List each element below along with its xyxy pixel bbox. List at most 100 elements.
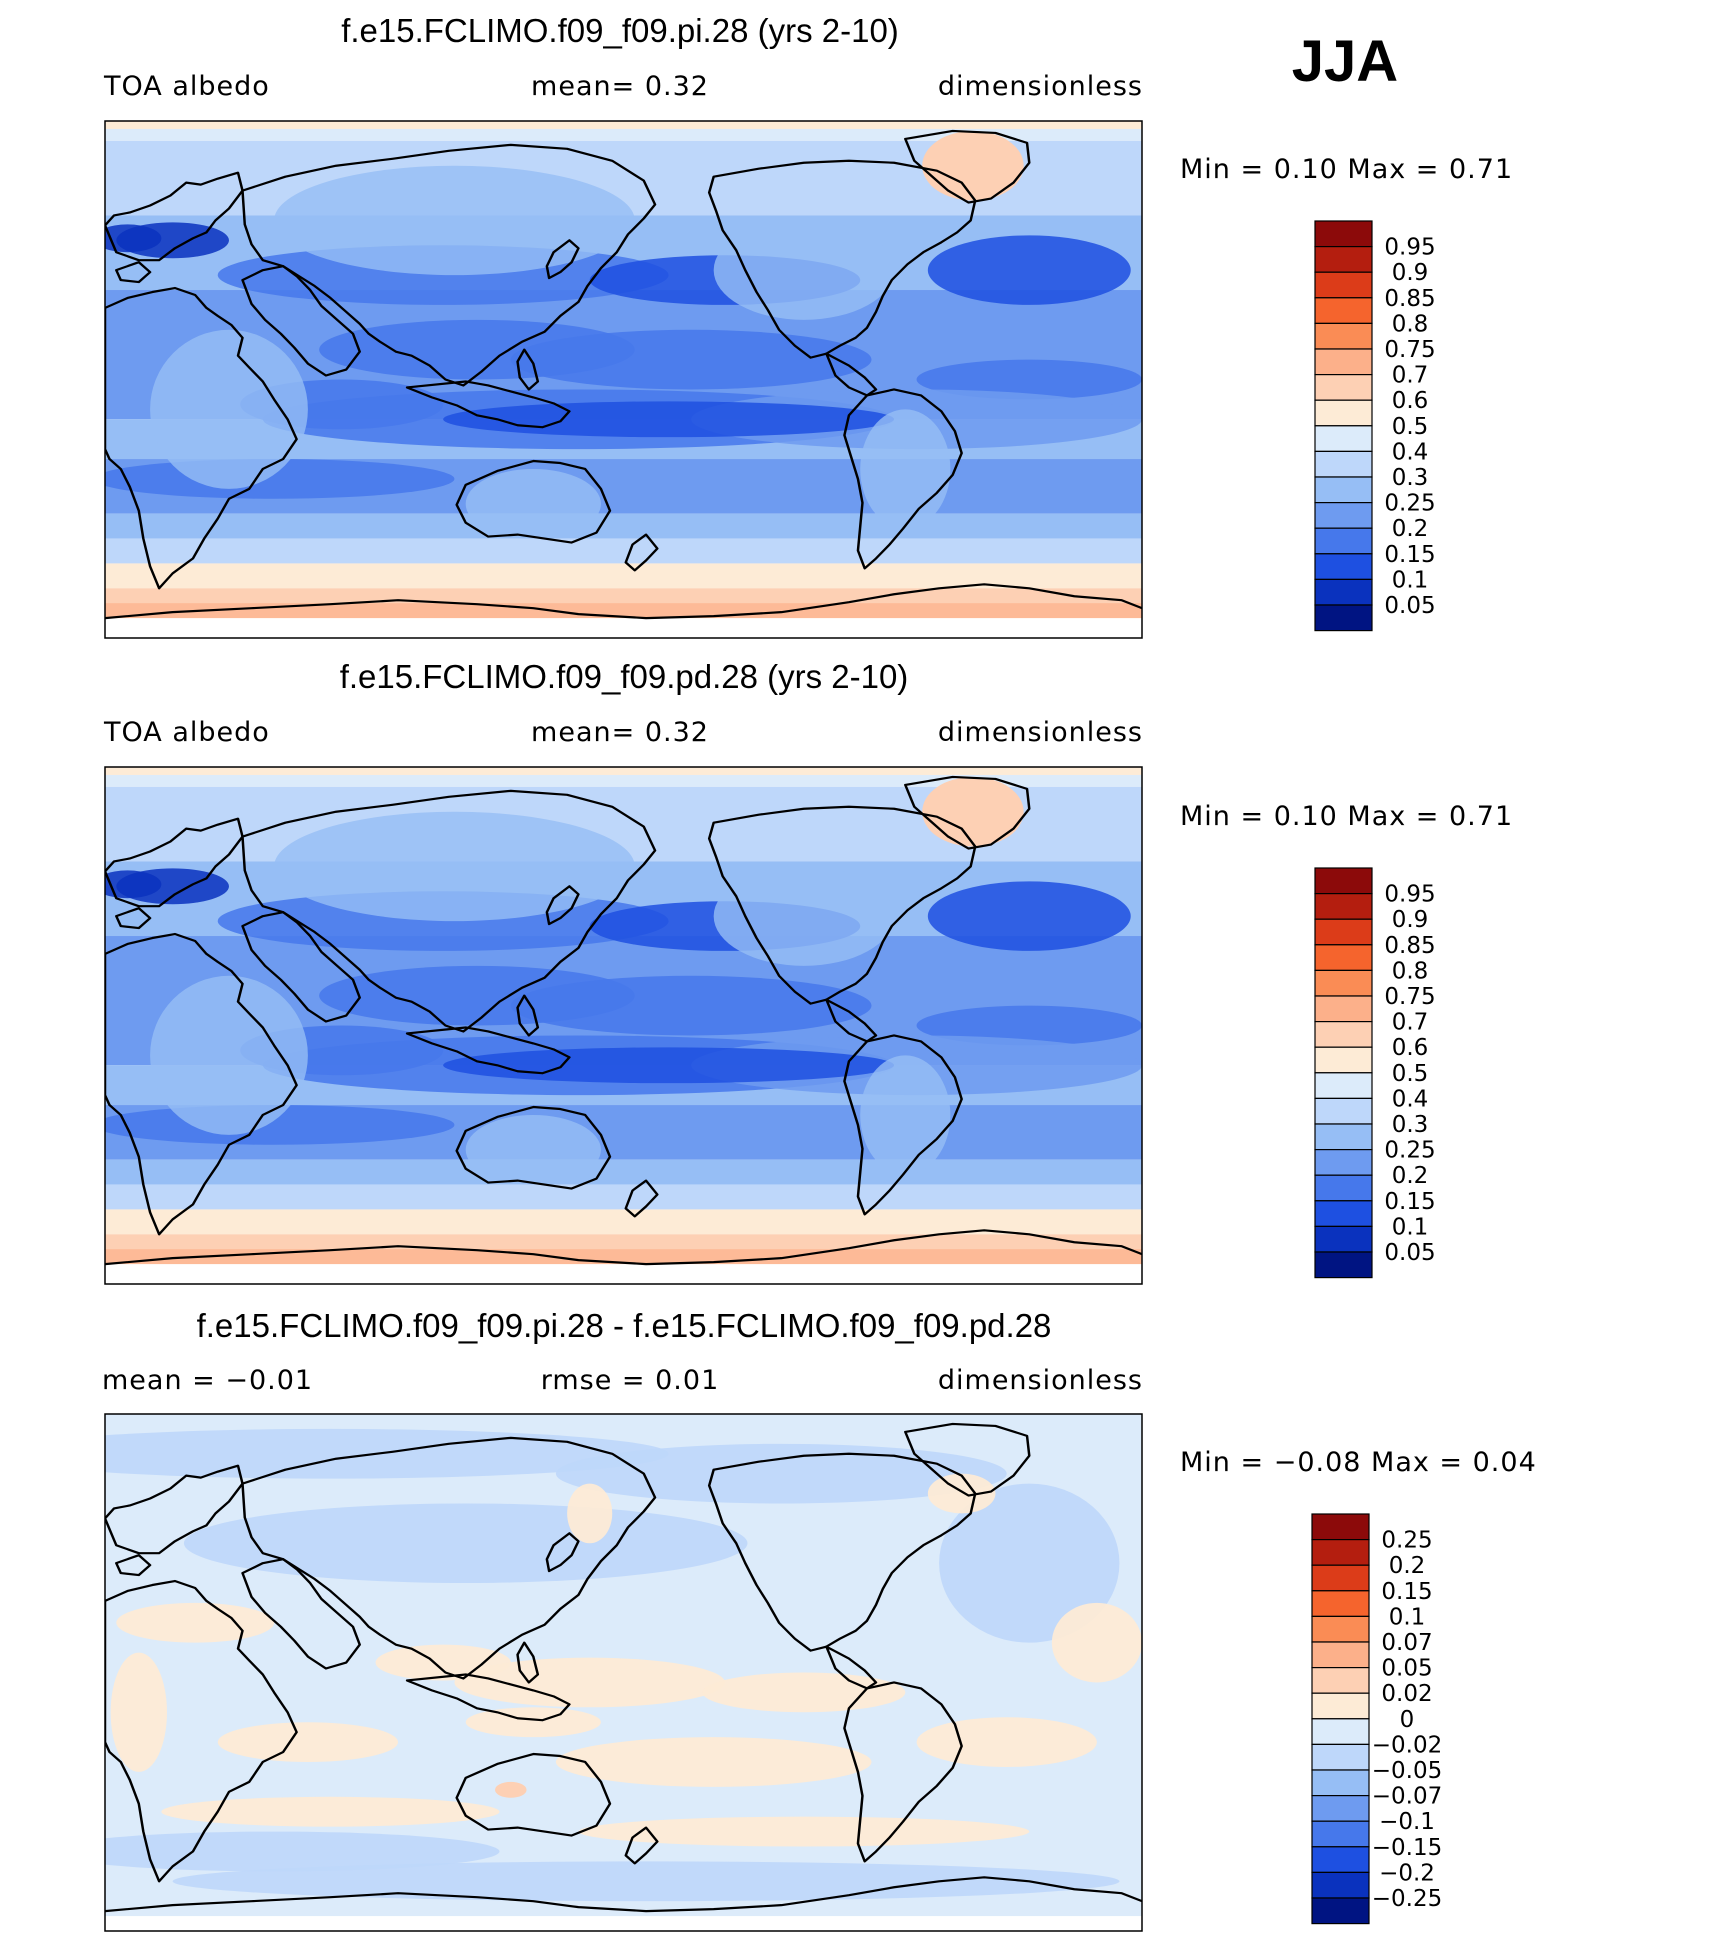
colorbar-swatch: [1314, 1046, 1373, 1074]
contour-band: [927, 235, 1131, 305]
contour-band: [105, 538, 1142, 564]
contour-band: [105, 618, 1142, 638]
difference-field: [105, 1414, 1142, 1931]
colorbar-swatch: [1314, 1225, 1373, 1253]
contour-band: [465, 468, 601, 539]
colorbar-swatch: [1314, 969, 1373, 997]
colorbar: 0.950.90.850.80.750.70.60.50.40.30.250.2…: [1314, 220, 1436, 632]
colorbar-swatch: [1314, 1251, 1373, 1279]
colorbar-tick-label: 0.8: [1392, 311, 1429, 337]
colorbar-swatch: [1314, 220, 1373, 248]
units-label: dimensionless: [938, 71, 1143, 102]
contour-band: [443, 401, 895, 438]
colorbar-swatch: [1311, 1692, 1370, 1720]
colorbar-swatch: [1314, 918, 1373, 946]
colorbar-tick-label: 0: [1400, 1707, 1415, 1733]
map-frame: [104, 1413, 1143, 1932]
colorbar-tick-label: 0.25: [1384, 491, 1435, 517]
contour-band: [150, 329, 308, 489]
contour-band: [105, 1916, 1142, 1931]
contour-band: [172, 1861, 1120, 1902]
colorbar-swatch: [1314, 1123, 1373, 1151]
colorbar-swatch: [1314, 502, 1373, 529]
colorbar-tick-label: 0.1: [1392, 567, 1429, 593]
colorbar-tick-label: 0.2: [1392, 516, 1429, 542]
colorbar-tick-label: 0.7: [1392, 1010, 1429, 1036]
colorbar-swatch: [1311, 1769, 1370, 1797]
colorbar-swatch: [1314, 893, 1373, 920]
colorbar-tick-label: 0.5: [1392, 414, 1429, 440]
colorbar-tick-label: 0.1: [1392, 1214, 1429, 1240]
albedo-field: [105, 767, 1142, 1284]
colorbar: 0.950.90.850.80.750.70.60.50.40.30.250.2…: [1314, 867, 1436, 1279]
colorbar-tick-label: −0.1: [1379, 1809, 1435, 1835]
contour-band: [105, 870, 162, 899]
panel-pi: f.e15.FCLIMO.f09_f09.pi.28 (yrs 2-10) TO…: [103, 12, 1513, 639]
panel-title: f.e15.FCLIMO.f09_f09.pi.28 - f.e15.FCLIM…: [197, 1307, 1052, 1344]
colorbar-swatch: [1314, 1072, 1373, 1100]
mean-label: mean= 0.32: [531, 717, 709, 748]
colorbar-swatch: [1311, 1795, 1370, 1822]
map-plot: [105, 121, 1142, 638]
colorbar-swatch: [1311, 1820, 1370, 1848]
panel-difference: f.e15.FCLIMO.f09_f09.pi.28 - f.e15.FCLIM…: [102, 1307, 1536, 1932]
season-label: JJA: [1292, 29, 1398, 94]
colorbar-swatch: [1311, 1667, 1370, 1694]
colorbar-swatch: [1314, 322, 1373, 350]
colorbar-tick-label: 0.07: [1381, 1630, 1432, 1656]
colorbar-swatch: [1314, 399, 1373, 427]
units-label: dimensionless: [938, 1365, 1143, 1396]
colorbar-swatch: [1314, 944, 1373, 972]
contour-band: [702, 1672, 906, 1713]
contour-band: [105, 1209, 1142, 1235]
contour-band: [105, 1831, 500, 1872]
colorbar-swatch: [1311, 1564, 1370, 1592]
colorbar-swatch: [1311, 1897, 1370, 1925]
colorbar-tick-label: 0.2: [1389, 1553, 1426, 1579]
colorbar-swatch: [1314, 1174, 1373, 1202]
panel-title: f.e15.FCLIMO.f09_f09.pi.28 (yrs 2-10): [341, 12, 899, 49]
contour-band: [578, 1816, 1030, 1847]
colorbar-tick-label: 0.05: [1381, 1656, 1432, 1682]
colorbar-tick-label: 0.2: [1392, 1163, 1429, 1189]
contour-band: [105, 563, 1142, 589]
colorbar-tick-label: 0.95: [1384, 882, 1435, 908]
map-frame: [104, 120, 1143, 639]
colorbar-swatch: [1314, 1097, 1373, 1125]
contour-band: [555, 1443, 1007, 1504]
contour-band: [510, 975, 872, 1036]
colorbar-tick-label: 0.25: [1384, 1138, 1435, 1164]
colorbar-swatch: [1314, 527, 1373, 555]
colorbar-tick-label: 0.25: [1381, 1528, 1432, 1554]
colorbar-swatch: [1311, 1513, 1370, 1541]
contour-band: [105, 121, 1142, 129]
colorbar-swatch: [1314, 374, 1373, 401]
colorbar-tick-label: 0.3: [1392, 465, 1429, 491]
contour-band: [713, 220, 895, 320]
contour-band: [105, 1249, 1142, 1265]
contour-band: [217, 1722, 399, 1762]
contour-band: [105, 224, 162, 253]
colorbar-tick-label: 0.4: [1392, 1086, 1429, 1112]
min-max-label: Min = 0.10 Max = 0.71: [1180, 154, 1513, 185]
colorbar-swatch: [1314, 553, 1373, 580]
colorbar-tick-label: 0.95: [1384, 235, 1435, 261]
colorbar-tick-label: 0.05: [1384, 1240, 1435, 1266]
albedo-field: [105, 121, 1142, 638]
colorbar-swatch: [1314, 425, 1373, 453]
colorbar-tick-label: 0.3: [1392, 1112, 1429, 1138]
colorbar-swatch: [1314, 1149, 1373, 1176]
contour-band: [465, 1114, 601, 1185]
contour-band: [510, 329, 872, 390]
contour-band: [567, 1483, 613, 1544]
colorbar-tick-label: 0.05: [1384, 593, 1435, 619]
contour-band: [274, 165, 635, 276]
colorbar-tick-label: −0.05: [1372, 1758, 1442, 1784]
colorbar-swatch: [1314, 867, 1373, 895]
contour-band: [105, 1264, 1142, 1284]
contour-band: [150, 975, 308, 1135]
colorbar-tick-label: 0.75: [1384, 337, 1435, 363]
colorbar-tick-label: 0.6: [1392, 388, 1429, 414]
colorbar-tick-label: −0.02: [1372, 1732, 1442, 1758]
colorbar-swatch: [1311, 1590, 1370, 1618]
